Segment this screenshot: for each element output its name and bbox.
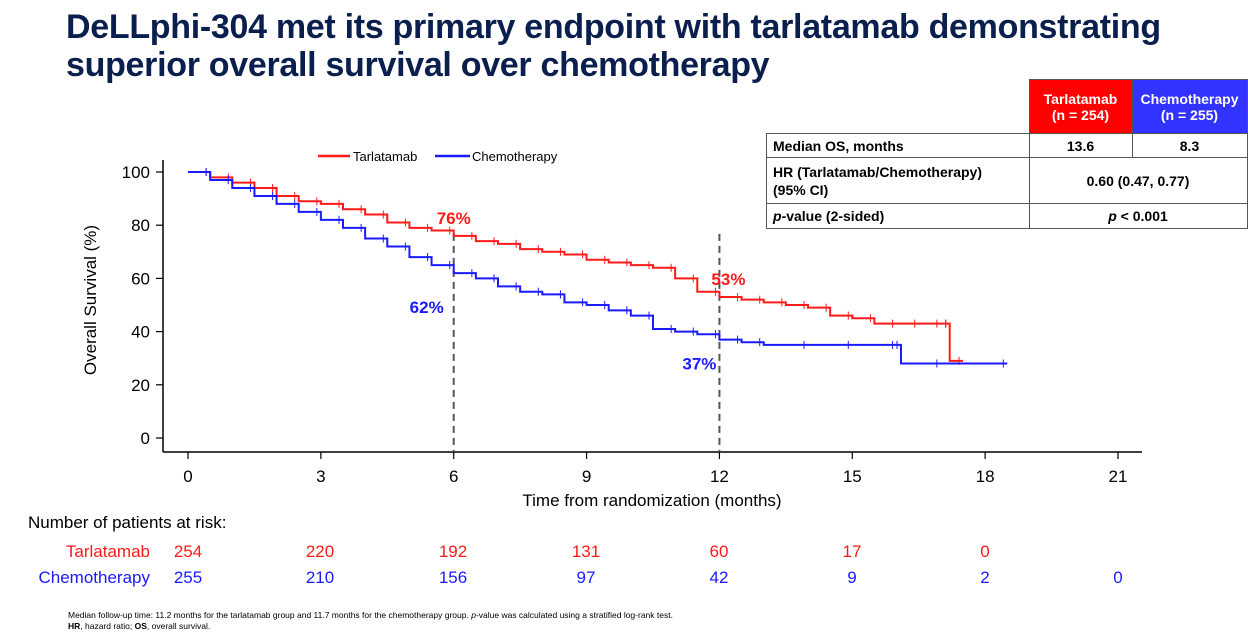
x-tick-label-7: 21 — [1109, 467, 1128, 486]
footnote-hr-def: , hazard ratio; — [80, 621, 135, 631]
stats-header-chemotherapy-name: Chemotherapy — [1140, 90, 1239, 107]
annotation-3: 37% — [682, 355, 716, 374]
median-os-tarlatamab: 13.6 — [1028, 133, 1133, 158]
footnote-text-b: -value was calculated using a stratified… — [475, 610, 673, 620]
y-tick-label-2: 40 — [131, 323, 150, 342]
footnote-os-abbr: OS — [134, 621, 147, 631]
y-tick-label-1: 20 — [131, 376, 150, 395]
footnote-p-italic: p — [471, 610, 476, 620]
median-os-chemotherapy: 8.3 — [1131, 133, 1248, 158]
annotation-2: 53% — [711, 270, 745, 289]
y-tick-label-4: 80 — [131, 216, 150, 235]
x-tick-label-0: 0 — [183, 467, 192, 486]
footnote: Median follow-up time: 11.2 months for t… — [68, 610, 673, 632]
y-tick-label-5: 100 — [122, 163, 150, 182]
annotation-0: 76% — [437, 209, 471, 228]
stats-header-tarlatamab: Tarlatamab (n = 254) — [1028, 79, 1133, 134]
stats-corner — [767, 80, 1030, 134]
legend-label-1: Chemotherapy — [472, 149, 558, 164]
x-tick-label-3: 9 — [582, 467, 591, 486]
p-value-label-italic: p — [773, 208, 782, 224]
p-value-italic: p — [1108, 208, 1117, 224]
slide-title-line-1: DeLLphi-304 met its primary endpoint wit… — [66, 8, 1161, 46]
hr-label: HR (Tarlatamab/Chemotherapy) (95% CI) — [766, 157, 1030, 204]
x-tick-label-5: 15 — [843, 467, 862, 486]
x-tick-label-1: 3 — [316, 467, 325, 486]
footnote-text-a: Median follow-up time: 11.2 months for t… — [68, 610, 472, 620]
p-value-rest: < 0.001 — [1116, 208, 1168, 224]
slide-title-line-2: superior overall survival over chemother… — [66, 46, 770, 84]
annotation-1: 62% — [410, 298, 444, 317]
median-os-label: Median OS, months — [766, 133, 1030, 158]
stats-header-tarlatamab-n: (n = 254) — [1051, 106, 1110, 123]
stats-header-tarlatamab-name: Tarlatamab — [1043, 90, 1118, 107]
hr-label-line-1: HR (Tarlatamab/Chemotherapy) — [773, 163, 983, 180]
footnote-hr-abbr: HR — [68, 621, 81, 631]
footnote-line-1: Median follow-up time: 11.2 months for t… — [68, 610, 673, 621]
y-tick-label-0: 0 — [141, 429, 150, 448]
p-value-label: p-value (2-sided) — [766, 203, 1030, 229]
p-value-label-rest: -value (2-sided) — [781, 208, 885, 224]
p-value: p < 0.001 — [1028, 203, 1248, 229]
series-line-chemotherapy — [188, 171, 1008, 365]
footnote-os-def: , overall survival. — [146, 621, 211, 631]
x-tick-label-2: 6 — [449, 467, 458, 486]
series-line-tarlatamab — [188, 171, 963, 362]
stats-table: Tarlatamab (n = 254) Chemotherapy (n = 2… — [766, 79, 1248, 229]
slide-title: DeLLphi-304 met its primary endpoint wit… — [66, 8, 1216, 84]
stats-header-chemotherapy: Chemotherapy (n = 255) — [1131, 79, 1248, 134]
x-axis-label: Time from randomization (months) — [522, 491, 781, 510]
legend-label-0: Tarlatamab — [353, 149, 417, 164]
y-axis-label: Overall Survival (%) — [81, 225, 100, 375]
y-tick-label-3: 60 — [131, 269, 150, 288]
footnote-line-2: HR, hazard ratio; OS, overall survival. — [68, 621, 673, 632]
hr-value: 0.60 (0.47, 0.77) — [1028, 157, 1248, 204]
x-tick-label-4: 12 — [710, 467, 729, 486]
x-tick-label-6: 18 — [976, 467, 995, 486]
stats-header-chemotherapy-n: (n = 255) — [1160, 106, 1219, 123]
hr-label-line-2: (95% CI) — [773, 181, 829, 198]
